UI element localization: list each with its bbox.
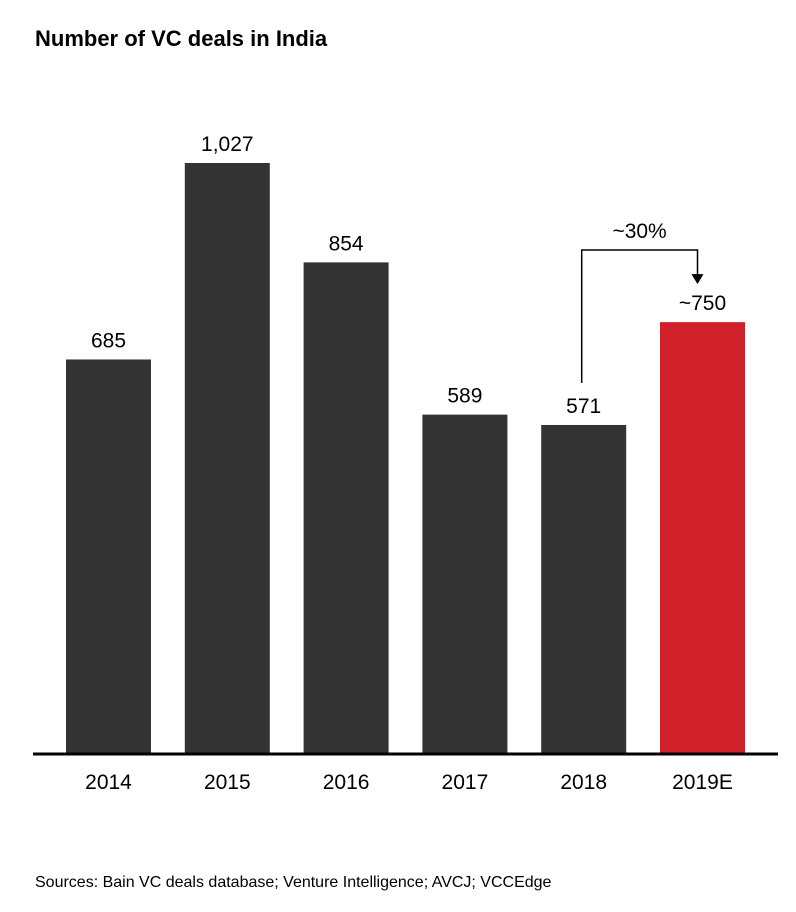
growth-arrowhead: [691, 274, 704, 285]
growth-annotation: ~30%: [580, 220, 704, 383]
data-label-2018: 571: [566, 395, 601, 418]
data-label-2019E: ~750: [679, 292, 726, 315]
source-note: Sources: Bain VC deals database; Venture…: [35, 874, 552, 891]
growth-bracket-line: [580, 249, 699, 383]
bar-2018: [541, 424, 627, 753]
x-tick-label-2019E: 2019E: [672, 771, 733, 794]
bars-group: [66, 163, 745, 753]
chart-title: Number of VC deals in India: [35, 26, 328, 51]
x-tick-label-2018: 2018: [560, 771, 607, 794]
labels-group: 685 2014 1,027 2015 854 2016 589 2017 571 2018 ~75…: [85, 133, 733, 794]
data-label-2017: 589: [447, 385, 482, 408]
bar-2015: [184, 163, 270, 753]
x-tick-label-2015: 2015: [204, 771, 251, 794]
bar-2016: [303, 262, 389, 753]
data-label-2016: 854: [329, 232, 364, 255]
data-label-2014: 685: [91, 329, 126, 352]
bar-2017: [422, 414, 508, 753]
data-label-2015: 1,027: [201, 133, 254, 156]
growth-annotation-label: ~30%: [612, 220, 666, 243]
x-tick-label-2017: 2017: [442, 771, 489, 794]
bar-2014: [66, 359, 151, 753]
x-tick-label-2016: 2016: [323, 771, 370, 794]
x-tick-label-2014: 2014: [85, 771, 132, 794]
bar-2019E: [660, 322, 745, 753]
